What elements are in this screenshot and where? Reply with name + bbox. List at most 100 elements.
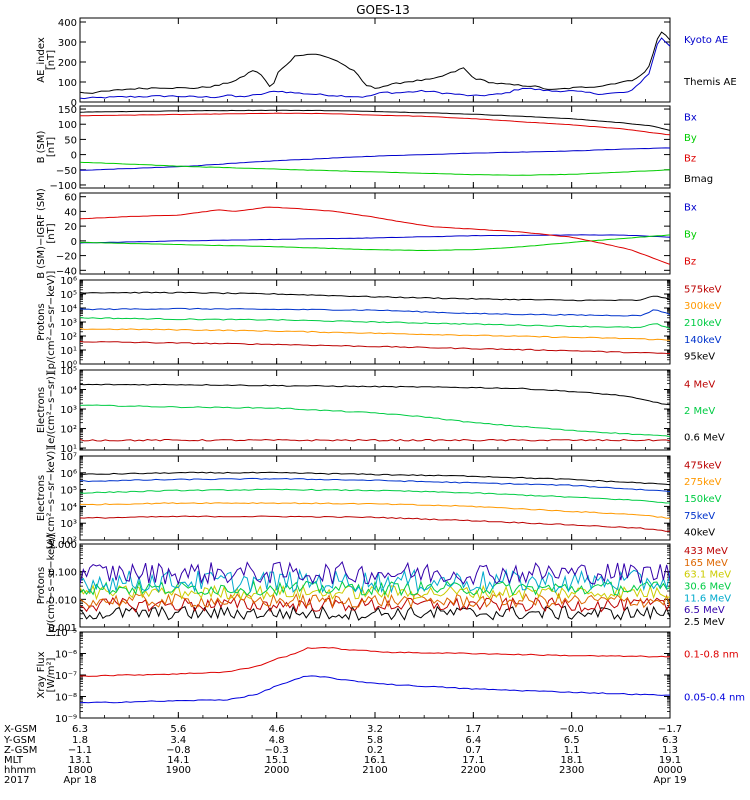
series-by [80,234,670,252]
panel-frame [79,17,671,103]
legend-entry: 575keV [684,284,722,295]
panel-electrons_low: 10² 10³ 10⁴ 10⁵ 10⁶ 10⁷ Electrons [e/(cm²−s−sr−… [36,447,722,550]
footer-cell: 18.1 [561,755,583,766]
legend-entry: 165 MeV [684,558,728,569]
y-tick-label: 50 [64,135,77,146]
series-bx [80,147,670,171]
series-140kev [80,328,670,341]
legend-entry: 150keV [684,494,722,505]
y-tick-label: 10⁻⁸ [55,693,77,704]
footer-cell: 1.1 [564,745,580,756]
y-tick-label: 100 [58,78,77,89]
y-axis-label: [nT] [46,137,57,157]
footer-cell: −1.1 [68,745,92,756]
legend-entry: Kyoto AE [684,35,728,46]
footer-cell: 5.6 [170,724,186,735]
footer-cell: Apr 18 [63,775,96,786]
y-tick-label: −20 [56,252,77,263]
y-axis-label: Electrons [36,475,47,521]
y-axis-label: [W/m²] [46,657,57,692]
y-tick-label: 10² [60,536,77,547]
footer-cell: 1900 [166,765,191,776]
legend-entry: Bz [684,257,696,268]
y-axis-label: Protons [36,303,47,340]
footer-cell: 3.2 [367,724,383,735]
footer-cell: 2200 [461,765,486,776]
footer-cell: 16.1 [364,755,386,766]
footer-cell: 0000 [657,765,682,776]
y-tick-label: 10² [60,332,77,343]
y-tick-label: 10¹ [60,346,77,357]
legend-entry: 300keV [684,301,722,312]
footer-cell: 0.2 [367,745,383,756]
chart-title: GOES-13 [356,3,410,17]
panel-electrons_high: 10¹ 10² 10³ 10⁴ 10⁵ Electrons [e/(cm²−s−sr)] 4 … [36,366,725,455]
footer-row-label: Z-GSM [4,745,37,756]
legend-entry: 0.6 MeV [684,433,725,444]
panel-xray: 10⁻⁹ 10⁻⁸ 10⁻⁷ 10⁻⁶ 10⁻⁵ Xray Flux [W/m²] 0.1-0… [36,628,745,725]
footer-cell: 14.1 [167,755,189,766]
y-tick-label: 40 [64,207,77,218]
legend-entry: 4 MeV [684,379,715,390]
footer-cell: 4.6 [269,724,285,735]
series-kyoto-ae [80,37,670,100]
y-axis-label: AE_index [36,37,47,83]
legend-entry: Bmag [684,174,713,185]
footer-cell: 6.5 [564,735,580,746]
legend-entry: 6.5 MeV [684,605,725,616]
panel-bigrf: −40 −20 0 20 40 60 B (SM)−IGRF (SM) [nT] Bx By Bz [36,188,697,279]
series-210kev [80,316,670,330]
footer-cell: 1800 [67,765,92,776]
y-tick-label: 10⁻⁵ [55,628,77,639]
footer-cell: −1.7 [658,724,682,735]
series-95kev [80,341,670,354]
footer-cell: 3.4 [170,735,186,746]
y-tick-label: 10⁷ [60,452,77,463]
legend-entry: 275keV [684,477,722,488]
series-by [80,161,670,176]
footer-cell: 17.1 [462,755,484,766]
legend-entry: 30.6 MeV [684,582,731,593]
legend-entry: 75keV [684,511,715,522]
y-tick-label: 0 [71,151,77,162]
series-433-mev [80,605,670,621]
y-axis-label: [e/(cm²−s−sr−keV)] [46,447,57,550]
series-4-mev [80,438,670,442]
series-75kev [80,477,670,493]
legend-entry: 433 MeV [684,546,728,557]
y-tick-label: 1.000 [48,540,77,551]
series-0-6-mev [80,383,670,406]
y-tick-label: 0.010 [48,595,77,606]
panel-frame [79,192,671,275]
series-300kev [80,307,670,317]
footer-cell: 2100 [362,765,387,776]
y-tick-label: 300 [58,38,77,49]
y-tick-label: 10⁵ [60,290,77,301]
footer-cell: 6.3 [72,724,88,735]
y-axis-label: B (SM)−IGRF (SM) [36,188,47,279]
footer-row-label: X-GSM [4,724,37,735]
panel-ae: 0 100 200 300 400 AE_index [nT] Kyoto AE Themis … [36,17,737,109]
series-165-mev [80,596,670,613]
y-tick-label: 10⁵ [60,366,77,377]
y-tick-label: 400 [58,18,77,29]
series-2-5-mev [80,560,670,586]
legend-entry: By [684,133,697,144]
legend-entry: 0.1-0.8 nm [684,650,739,661]
legend-entry: 140keV [684,335,722,346]
y-tick-label: −50 [56,166,77,177]
y-tick-label: 10⁶ [60,469,77,480]
series-bz [80,206,670,265]
y-tick-label: 10³ [60,405,77,416]
y-tick-label: 60 [64,193,77,204]
y-tick-label: 10⁴ [60,502,77,513]
y-tick-label: −100 [50,181,77,192]
series-150kev [80,488,670,504]
series-275kev [80,502,670,519]
y-tick-label: 100 [58,120,77,131]
series-bmag [80,109,670,131]
series-0-05-0-4-nm [80,675,670,704]
legend-entry: Themis AE [683,77,737,88]
legend-entry: By [684,230,697,241]
footer-cell: 2300 [559,765,584,776]
